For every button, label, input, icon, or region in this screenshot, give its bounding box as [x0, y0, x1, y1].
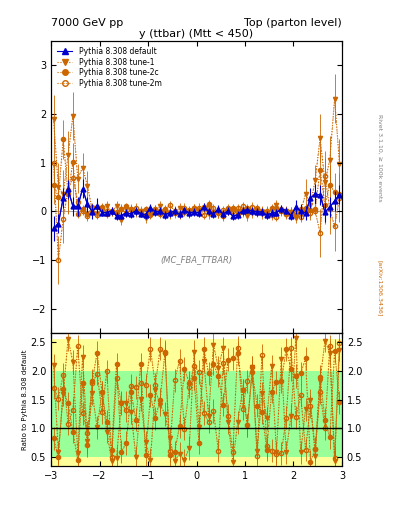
Text: mcplots.cern.ch: mcplots.cern.ch [392, 162, 393, 212]
Text: (MC_FBA_TTBAR): (MC_FBA_TTBAR) [160, 255, 233, 265]
Title: y (ttbar) (Mtt < 450): y (ttbar) (Mtt < 450) [140, 29, 253, 39]
Text: 7000 GeV pp: 7000 GeV pp [51, 18, 123, 28]
Y-axis label: Ratio to Pythia 8.308 default: Ratio to Pythia 8.308 default [22, 349, 28, 450]
Text: Top (parton level): Top (parton level) [244, 18, 342, 28]
Text: [arXiv:1306.3436]: [arXiv:1306.3436] [377, 260, 382, 316]
Text: Rivet 3.1.10, ≥ 100k events: Rivet 3.1.10, ≥ 100k events [377, 114, 382, 202]
Legend: Pythia 8.308 default, Pythia 8.308 tune-1, Pythia 8.308 tune-2c, Pythia 8.308 tu: Pythia 8.308 default, Pythia 8.308 tune-… [55, 45, 164, 90]
